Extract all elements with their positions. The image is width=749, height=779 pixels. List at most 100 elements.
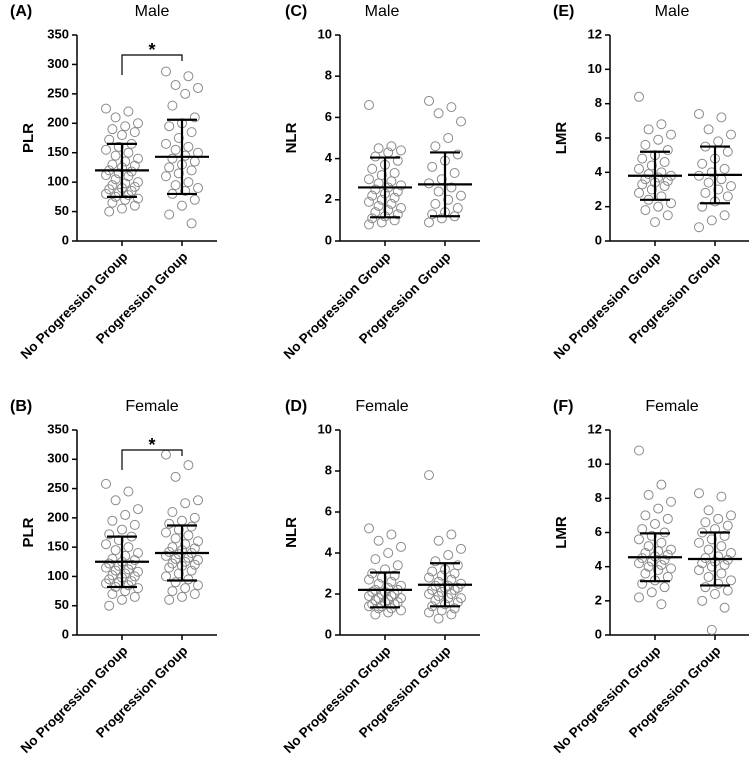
- data-point: [161, 138, 171, 149]
- data-point: [726, 575, 736, 586]
- data-point: [643, 124, 654, 135]
- data-point: [637, 179, 648, 190]
- data-point: [164, 594, 175, 605]
- data-point: [186, 218, 197, 229]
- data-point: [189, 112, 200, 123]
- data-point: [634, 163, 644, 174]
- panel-label: (C): [285, 3, 307, 20]
- data-point: [167, 586, 178, 597]
- y-tick-label: 2: [325, 585, 332, 600]
- data-point: [123, 486, 134, 497]
- data-point: [133, 193, 143, 204]
- y-tick-label: 0: [62, 626, 69, 641]
- data-point: [662, 175, 673, 186]
- data-point: [129, 591, 140, 602]
- data-point: [700, 517, 711, 528]
- significance-mark: *: [148, 40, 155, 60]
- y-tick-label: 150: [47, 539, 69, 554]
- panel-title: Female: [355, 398, 408, 415]
- data-point: [430, 595, 441, 606]
- data-point: [637, 524, 648, 535]
- y-tick-label: 8: [595, 490, 602, 505]
- data-point: [180, 539, 191, 550]
- data-point: [120, 194, 131, 205]
- data-point: [452, 560, 463, 571]
- data-point: [433, 535, 444, 546]
- data-point: [392, 155, 403, 166]
- data-point: [436, 570, 447, 581]
- data-point: [643, 169, 654, 180]
- data-point: [107, 515, 118, 526]
- data-point: [436, 213, 447, 224]
- data-point: [104, 600, 115, 611]
- data-point: [449, 168, 460, 179]
- panel-title: Female: [125, 398, 178, 415]
- data-point: [170, 180, 181, 191]
- data-point: [376, 194, 387, 205]
- panel-title: Male: [655, 3, 690, 20]
- data-point: [716, 541, 727, 552]
- data-point: [722, 146, 733, 157]
- data-point: [634, 187, 644, 198]
- data-point: [101, 188, 111, 199]
- data-point: [364, 174, 374, 185]
- data-point: [123, 580, 134, 591]
- data-point: [653, 172, 664, 183]
- y-tick-label: 10: [318, 421, 332, 436]
- data-point: [189, 512, 200, 523]
- data-point: [656, 479, 667, 490]
- data-point: [452, 582, 463, 593]
- data-point: [164, 209, 175, 220]
- data-point: [113, 168, 124, 179]
- data-point: [133, 504, 143, 515]
- data-point: [189, 194, 200, 205]
- data-point: [662, 549, 673, 560]
- data-point: [173, 168, 184, 179]
- y-tick-label: 12: [588, 421, 602, 436]
- data-point: [427, 161, 438, 172]
- data-point: [396, 605, 406, 616]
- y-tick-label: 12: [588, 26, 602, 41]
- data-point: [193, 495, 203, 506]
- data-point: [703, 505, 714, 516]
- y-tick-label: 6: [595, 129, 602, 144]
- y-tick-label: 10: [318, 26, 332, 41]
- y-tick-label: 300: [47, 56, 69, 71]
- data-point: [133, 583, 143, 594]
- data-point: [386, 529, 397, 540]
- data-point: [180, 88, 191, 99]
- data-point: [713, 551, 724, 562]
- y-tick-label: 4: [325, 544, 333, 559]
- data-point: [694, 565, 704, 576]
- panel-label: (F): [553, 398, 573, 415]
- data-point: [430, 556, 441, 567]
- data-point: [634, 534, 644, 545]
- data-point: [164, 562, 175, 573]
- data-point: [703, 124, 714, 135]
- data-point: [713, 136, 724, 147]
- data-point: [666, 496, 676, 507]
- x-tick-label: No Progression Group: [551, 249, 664, 362]
- data-point: [161, 550, 171, 561]
- data-point: [716, 174, 727, 185]
- y-tick-label: 0: [62, 232, 69, 247]
- data-point: [133, 118, 143, 129]
- data-point: [659, 157, 670, 168]
- data-point: [659, 181, 670, 192]
- data-point: [123, 106, 134, 117]
- data-point: [170, 144, 181, 155]
- data-point: [120, 121, 131, 132]
- data-point: [424, 95, 434, 106]
- data-point: [183, 141, 194, 152]
- data-point: [452, 203, 463, 214]
- data-point: [646, 530, 657, 541]
- data-point: [364, 196, 374, 207]
- data-point: [666, 544, 676, 555]
- data-point: [637, 578, 648, 589]
- y-tick-label: 300: [47, 451, 69, 466]
- data-point: [367, 190, 378, 201]
- data-point: [123, 542, 134, 553]
- significance-mark: *: [148, 435, 155, 455]
- data-point: [703, 571, 714, 582]
- data-point: [456, 543, 466, 554]
